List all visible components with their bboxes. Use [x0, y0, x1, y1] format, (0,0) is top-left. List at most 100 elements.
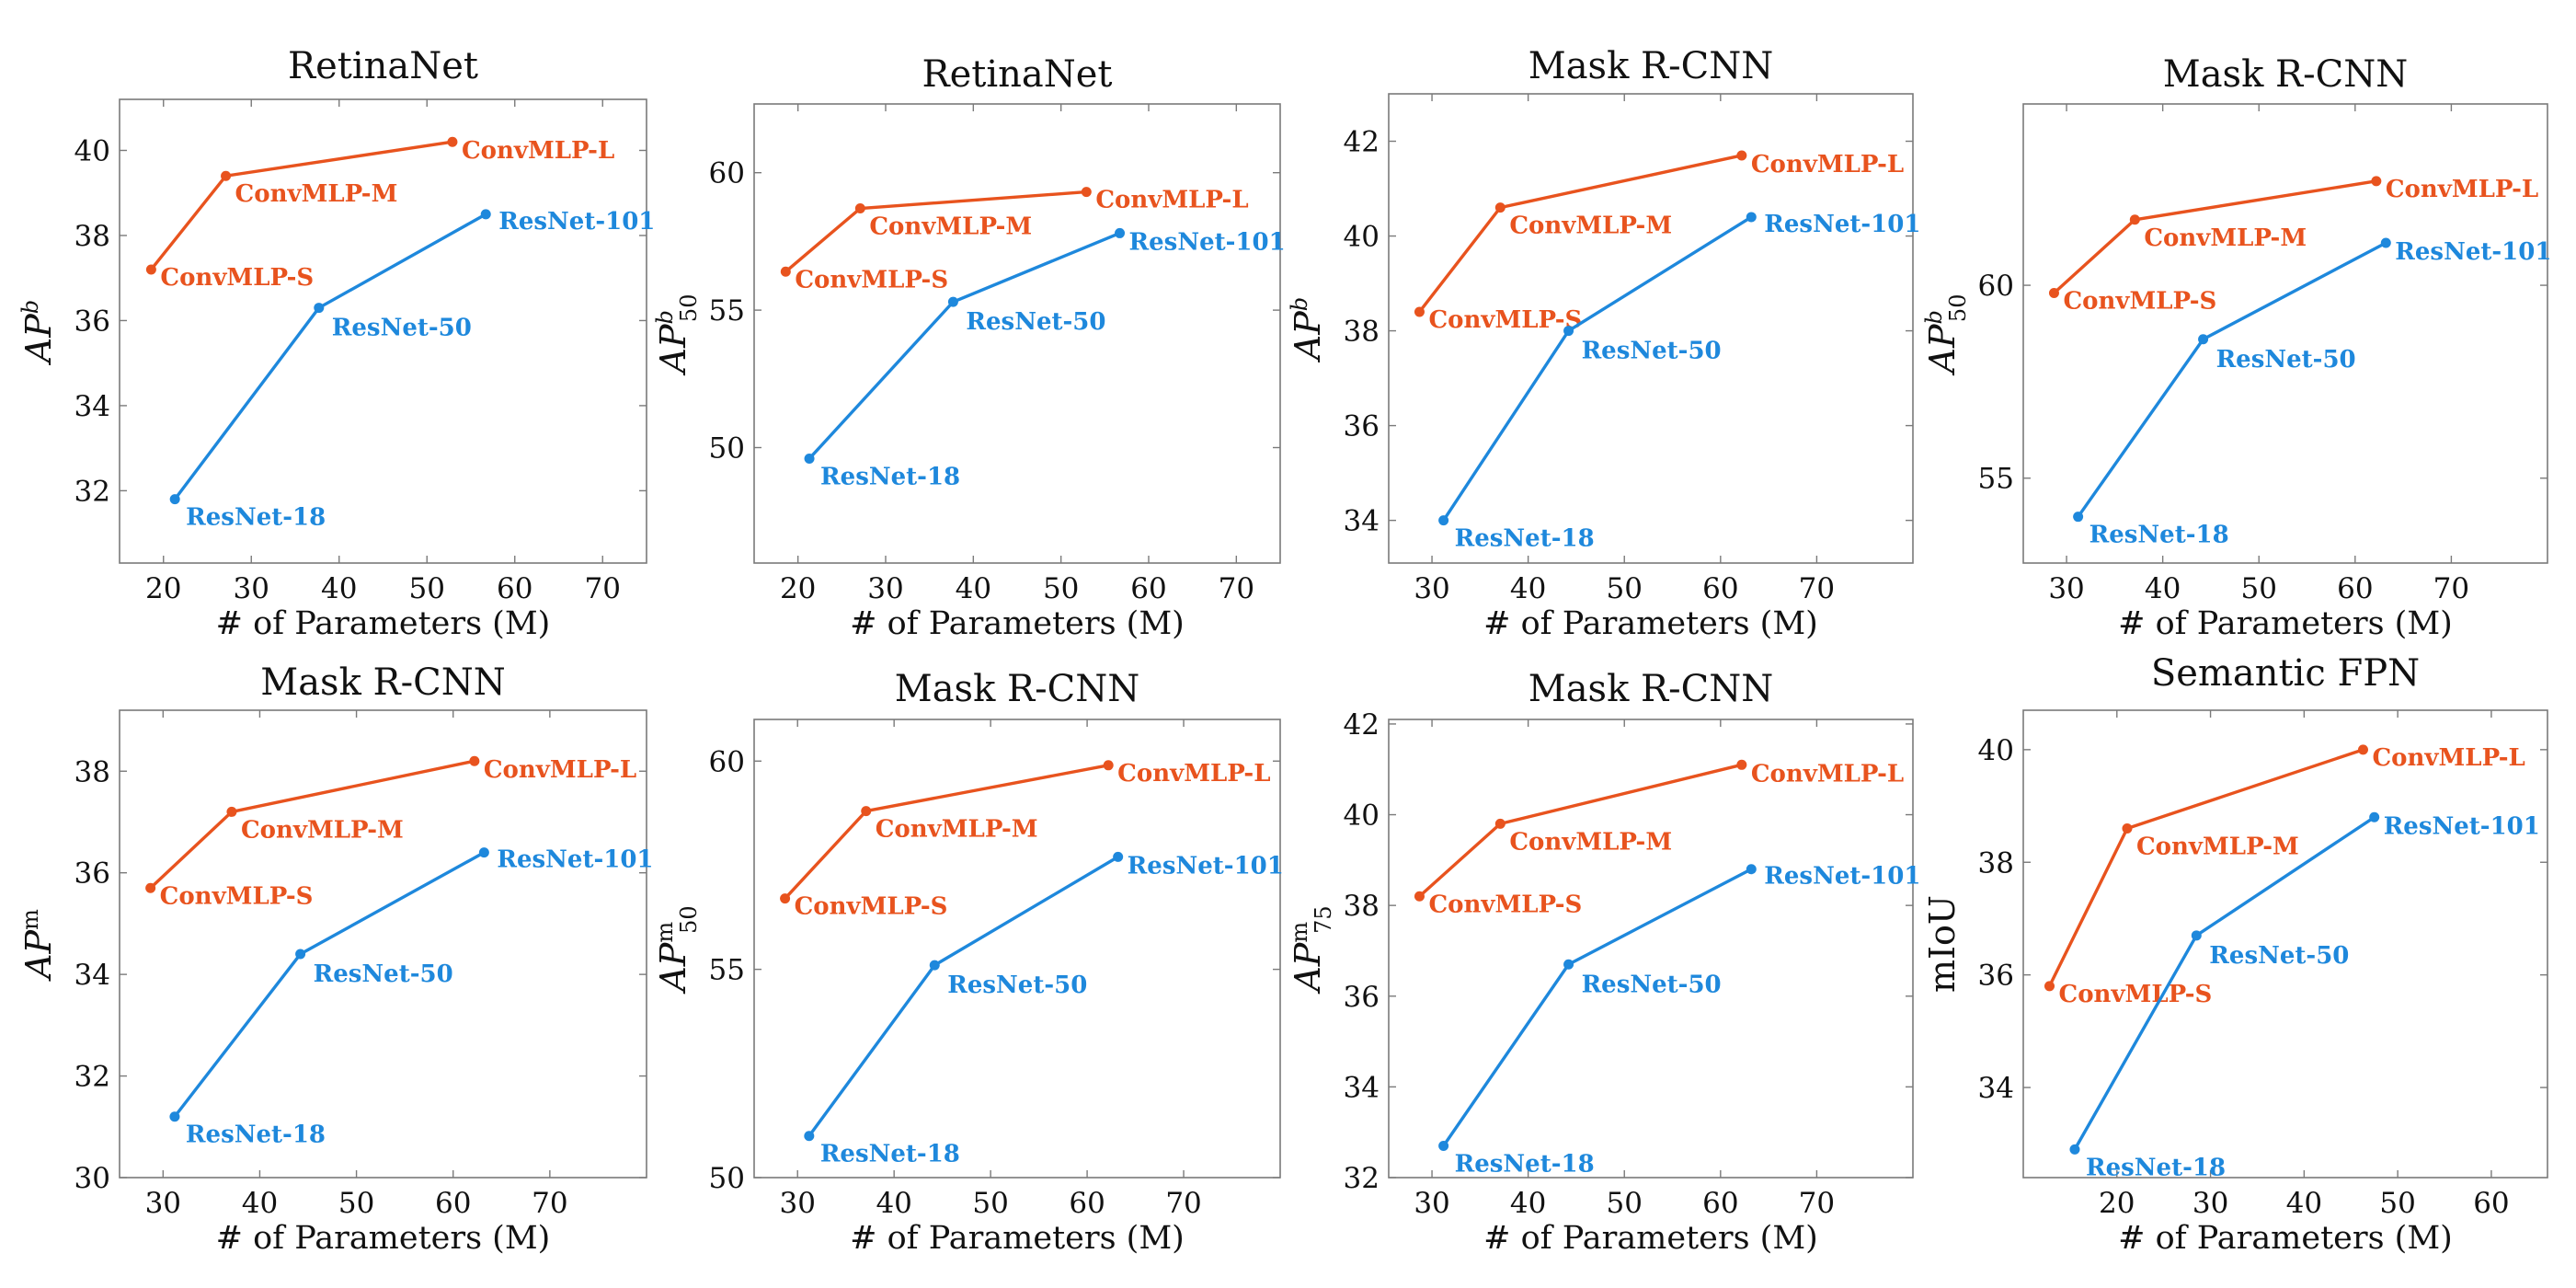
data-label: ResNet-101 — [1128, 852, 1284, 880]
x-tick-label: 50 — [1607, 572, 1643, 605]
plot-frame — [119, 709, 647, 1179]
chart-panel-5: Mask R-CNN 30 40 50 60 70 30 32 34 36 38 # of Param… — [17, 661, 654, 1257]
data-point-resnet-101 — [1113, 851, 1124, 862]
y-tick-label: 40 — [74, 134, 110, 167]
data-label: ConvMLP-S — [160, 264, 314, 292]
data-label: ResNet-101 — [498, 208, 655, 236]
data-point-resnet-101 — [480, 209, 491, 220]
x-tick-label: 40 — [1510, 572, 1546, 605]
y-tick-label: 38 — [1344, 890, 1380, 923]
y-tick-label: 42 — [1344, 708, 1380, 742]
y-axis-label-base: AP — [1922, 323, 1963, 375]
data-label: ResNet-101 — [2384, 812, 2540, 840]
data-label: ResNet-18 — [186, 504, 326, 532]
x-tick-label: 50 — [2241, 572, 2277, 605]
y-tick-label: 34 — [1978, 1072, 2014, 1105]
x-tick-label: 30 — [780, 1187, 816, 1220]
data-label: ConvMLP-S — [1428, 891, 1582, 918]
x-tick-label: 30 — [234, 572, 269, 605]
x-tick-label: 70 — [1799, 1187, 1835, 1220]
data-label: ConvMLP-S — [795, 266, 948, 293]
data-label: ResNet-101 — [2395, 238, 2551, 266]
y-tick-label: 34 — [74, 959, 110, 992]
x-tick-label: 50 — [1043, 572, 1079, 605]
data-point-convmlp-s — [2048, 287, 2059, 298]
data-label: ConvMLP-M — [2136, 834, 2299, 861]
data-label: ConvMLP-M — [1509, 213, 1672, 240]
y-tick-label: 36 — [1344, 410, 1380, 443]
y-tick-label: 32 — [1344, 1162, 1380, 1195]
y-axis-label-base: AP — [653, 941, 693, 994]
y-axis-label: mIoU — [1922, 895, 1963, 993]
data-label: ConvMLP-M — [876, 816, 1038, 844]
data-label: ConvMLP-S — [1428, 306, 1582, 334]
data-point-resnet-18 — [2069, 1144, 2080, 1155]
y-tick-label: 40 — [1978, 734, 2014, 767]
y-axis-label-base: AP — [1288, 941, 1328, 994]
x-tick-label: 70 — [1799, 572, 1835, 605]
x-tick-label: 60 — [1130, 572, 1166, 605]
data-point-resnet-50 — [947, 296, 958, 307]
y-tick-label: 50 — [709, 1162, 745, 1195]
data-label: ResNet-18 — [186, 1121, 326, 1149]
y-tick-label: 38 — [1978, 846, 2014, 880]
y-axis-label: APb — [1287, 297, 1328, 362]
x-axis-label: # of Parameters (M) — [850, 1220, 1185, 1257]
data-label: ConvMLP-L — [2386, 176, 2538, 203]
chart-title: Semantic FPN — [2151, 652, 2420, 695]
data-label: ResNet-50 — [332, 315, 472, 342]
data-point-resnet-101 — [1746, 212, 1757, 223]
x-tick-label: 40 — [876, 1187, 911, 1220]
x-tick-label: 50 — [1607, 1187, 1643, 1220]
y-axis-label-base: AP — [18, 313, 59, 365]
data-point-convmlp-s — [780, 893, 791, 904]
data-point-resnet-50 — [929, 960, 940, 971]
x-tick-label: 60 — [1702, 572, 1738, 605]
data-point-resnet-101 — [1115, 227, 1126, 238]
plot-frame — [1388, 93, 1914, 564]
x-axis-label: # of Parameters (M) — [2118, 1220, 2453, 1257]
y-axis-label: APb50 — [652, 294, 702, 376]
y-axis-label-sup: m — [17, 909, 43, 930]
plot-frame — [1388, 719, 1914, 1179]
x-tick-label: 60 — [497, 572, 532, 605]
data-label: ConvMLP-S — [795, 893, 948, 921]
y-axis-label-sup: b — [17, 300, 43, 314]
y-tick-label: 55 — [709, 294, 745, 328]
x-tick-label: 30 — [867, 572, 903, 605]
data-point-resnet-18 — [169, 1111, 180, 1122]
y-axis-label-base: AP — [1288, 310, 1328, 362]
x-tick-label: 30 — [1414, 572, 1449, 605]
plot-frame — [753, 719, 1281, 1179]
series-line-resnet — [2077, 241, 2387, 518]
y-axis-label: APm50 — [652, 905, 702, 994]
y-axis-label: APm — [17, 909, 59, 982]
data-label: ConvMLP-L — [1117, 760, 1270, 788]
chart-title: RetinaNet — [922, 53, 1112, 96]
data-label: ConvMLP-L — [2372, 744, 2524, 772]
data-point-resnet-101 — [1746, 864, 1757, 875]
y-axis-label-base: AP — [18, 928, 59, 981]
data-label: ResNet-18 — [820, 463, 960, 490]
y-tick-label: 50 — [709, 432, 745, 466]
data-label: ConvMLP-L — [462, 137, 614, 165]
series-line-resnet — [173, 213, 487, 500]
x-tick-label: 30 — [2048, 572, 2084, 605]
data-point-convmlp-m — [226, 806, 237, 817]
x-tick-label: 60 — [2473, 1187, 2509, 1220]
data-point-convmlp-m — [2129, 214, 2140, 225]
data-point-resnet-50 — [295, 949, 306, 960]
data-label: ConvMLP-S — [2063, 287, 2216, 315]
x-tick-label: 30 — [145, 1187, 181, 1220]
data-point-convmlp-s — [2044, 981, 2055, 992]
y-axis-label: APm75 — [1287, 905, 1336, 994]
data-label: ConvMLP-M — [869, 213, 1032, 241]
data-label: ResNet-101 — [1129, 228, 1286, 256]
y-tick-label: 34 — [1344, 1071, 1380, 1104]
data-point-convmlp-m — [221, 170, 232, 181]
data-label: ResNet-101 — [1764, 211, 1920, 238]
y-tick-label: 34 — [1344, 505, 1380, 538]
